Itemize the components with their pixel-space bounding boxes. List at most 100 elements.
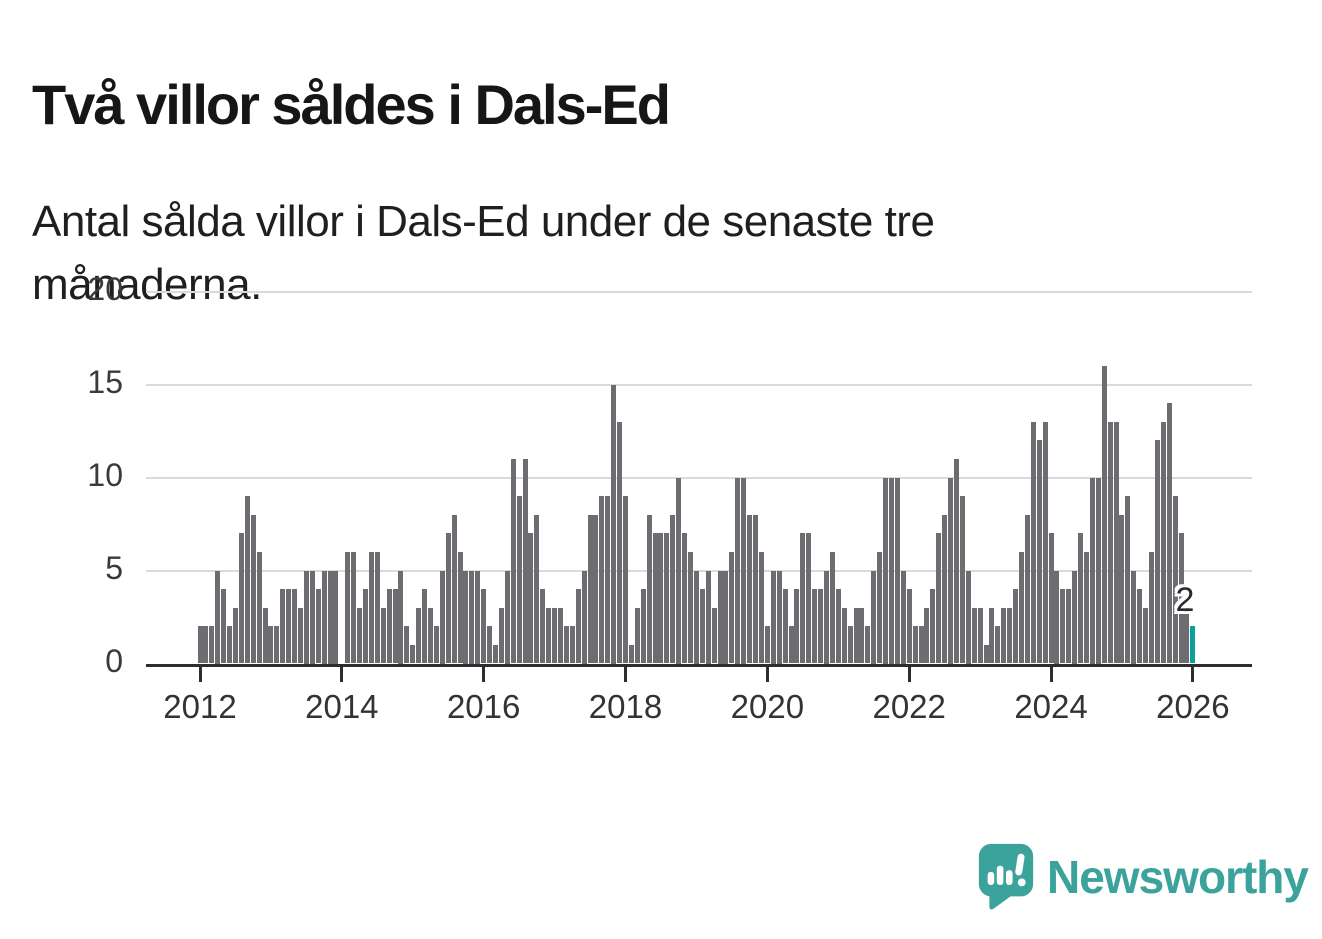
bar xyxy=(404,626,410,664)
bar xyxy=(445,533,451,664)
bar xyxy=(847,626,853,664)
bar xyxy=(682,533,688,664)
bar xyxy=(475,570,481,664)
bar xyxy=(794,589,800,664)
bar xyxy=(416,607,422,664)
bar xyxy=(865,626,871,664)
bar xyxy=(1072,570,1078,664)
x-axis-label: 2016 xyxy=(446,688,521,725)
bar xyxy=(753,514,759,664)
y-axis-label: 15 xyxy=(87,363,123,400)
bar xyxy=(605,496,611,664)
bar xyxy=(741,477,747,664)
bar xyxy=(333,570,339,664)
bar xyxy=(1030,421,1036,664)
bar xyxy=(906,589,912,664)
bar xyxy=(1149,551,1154,664)
bar xyxy=(1113,421,1119,664)
bar xyxy=(611,384,617,664)
bar-chart: 0 5 10 15 20 2012 2014 2016 2018 2020 2022 2024 2026… xyxy=(87,270,1252,725)
bar xyxy=(1024,514,1030,664)
bar xyxy=(552,607,558,664)
bar xyxy=(433,626,439,664)
bar xyxy=(362,589,368,664)
bar xyxy=(392,589,398,664)
bar xyxy=(782,589,788,664)
bar xyxy=(593,514,599,664)
bar xyxy=(238,533,244,664)
bar xyxy=(664,533,670,664)
bar xyxy=(717,570,723,664)
bar xyxy=(1143,607,1149,664)
bar xyxy=(699,589,705,664)
bar xyxy=(457,551,463,664)
bar xyxy=(1089,477,1095,664)
bar xyxy=(747,514,753,664)
y-axis-label: 0 xyxy=(105,642,123,679)
bar xyxy=(439,570,445,664)
bar xyxy=(256,551,262,664)
year-tick-mark xyxy=(340,666,344,682)
bar xyxy=(1160,421,1166,664)
bar xyxy=(227,626,233,664)
bar xyxy=(788,626,794,664)
bar xyxy=(374,551,380,664)
bar xyxy=(658,533,664,664)
bar xyxy=(735,477,741,664)
bar xyxy=(1178,533,1184,664)
year-tick-mark xyxy=(1049,666,1053,682)
chart-title: Två villor såldes i Dals-Ed xyxy=(32,72,671,136)
bar xyxy=(640,589,646,664)
bar xyxy=(493,644,498,664)
y-axis-label: 5 xyxy=(105,549,123,586)
x-axis-label: 2018 xyxy=(588,688,663,725)
bar xyxy=(705,570,711,664)
bar xyxy=(1018,551,1024,664)
bar xyxy=(1060,589,1066,664)
bar xyxy=(250,514,256,664)
year-tick-mark xyxy=(765,666,769,682)
bar xyxy=(693,570,699,664)
bar xyxy=(321,570,327,664)
bar xyxy=(422,589,428,664)
bar xyxy=(1042,421,1048,664)
bar xyxy=(930,589,936,664)
bar xyxy=(888,477,894,664)
bar xyxy=(948,477,954,664)
bar xyxy=(1131,570,1137,664)
newsworthy-logo-icon xyxy=(978,843,1034,910)
bar xyxy=(965,570,971,664)
bar xyxy=(859,607,865,664)
bar xyxy=(1066,589,1072,664)
x-axis-label: 2022 xyxy=(872,688,946,725)
bar xyxy=(469,570,475,664)
bar xyxy=(1013,589,1019,664)
bar xyxy=(510,458,516,664)
bar xyxy=(959,496,965,664)
year-tick-mark xyxy=(482,666,486,682)
gridline xyxy=(146,476,1252,479)
bar xyxy=(977,607,983,664)
bar xyxy=(481,589,487,664)
newsworthy-logo-text: Newsworthy xyxy=(1047,851,1309,903)
bar xyxy=(900,570,906,664)
bar xyxy=(812,589,818,664)
bar xyxy=(386,589,392,664)
chart-subtitle: Antal sålda villor i Dals-Ed under de se… xyxy=(32,197,935,309)
newsworthy-branding: Newsworthy xyxy=(978,842,1309,914)
last-value-label: 2 xyxy=(1175,581,1195,619)
bar xyxy=(274,626,280,664)
bar xyxy=(776,570,782,664)
bar xyxy=(1084,551,1089,664)
x-axis-line xyxy=(146,663,1252,667)
bar xyxy=(558,607,563,664)
gridline xyxy=(146,569,1252,572)
bar xyxy=(894,477,900,664)
bar xyxy=(758,551,764,664)
bar xyxy=(1054,570,1060,664)
bar xyxy=(569,626,575,664)
bar xyxy=(351,551,357,664)
bar xyxy=(723,570,729,664)
y-axis-label: 20 xyxy=(87,270,123,307)
bar xyxy=(498,607,504,664)
